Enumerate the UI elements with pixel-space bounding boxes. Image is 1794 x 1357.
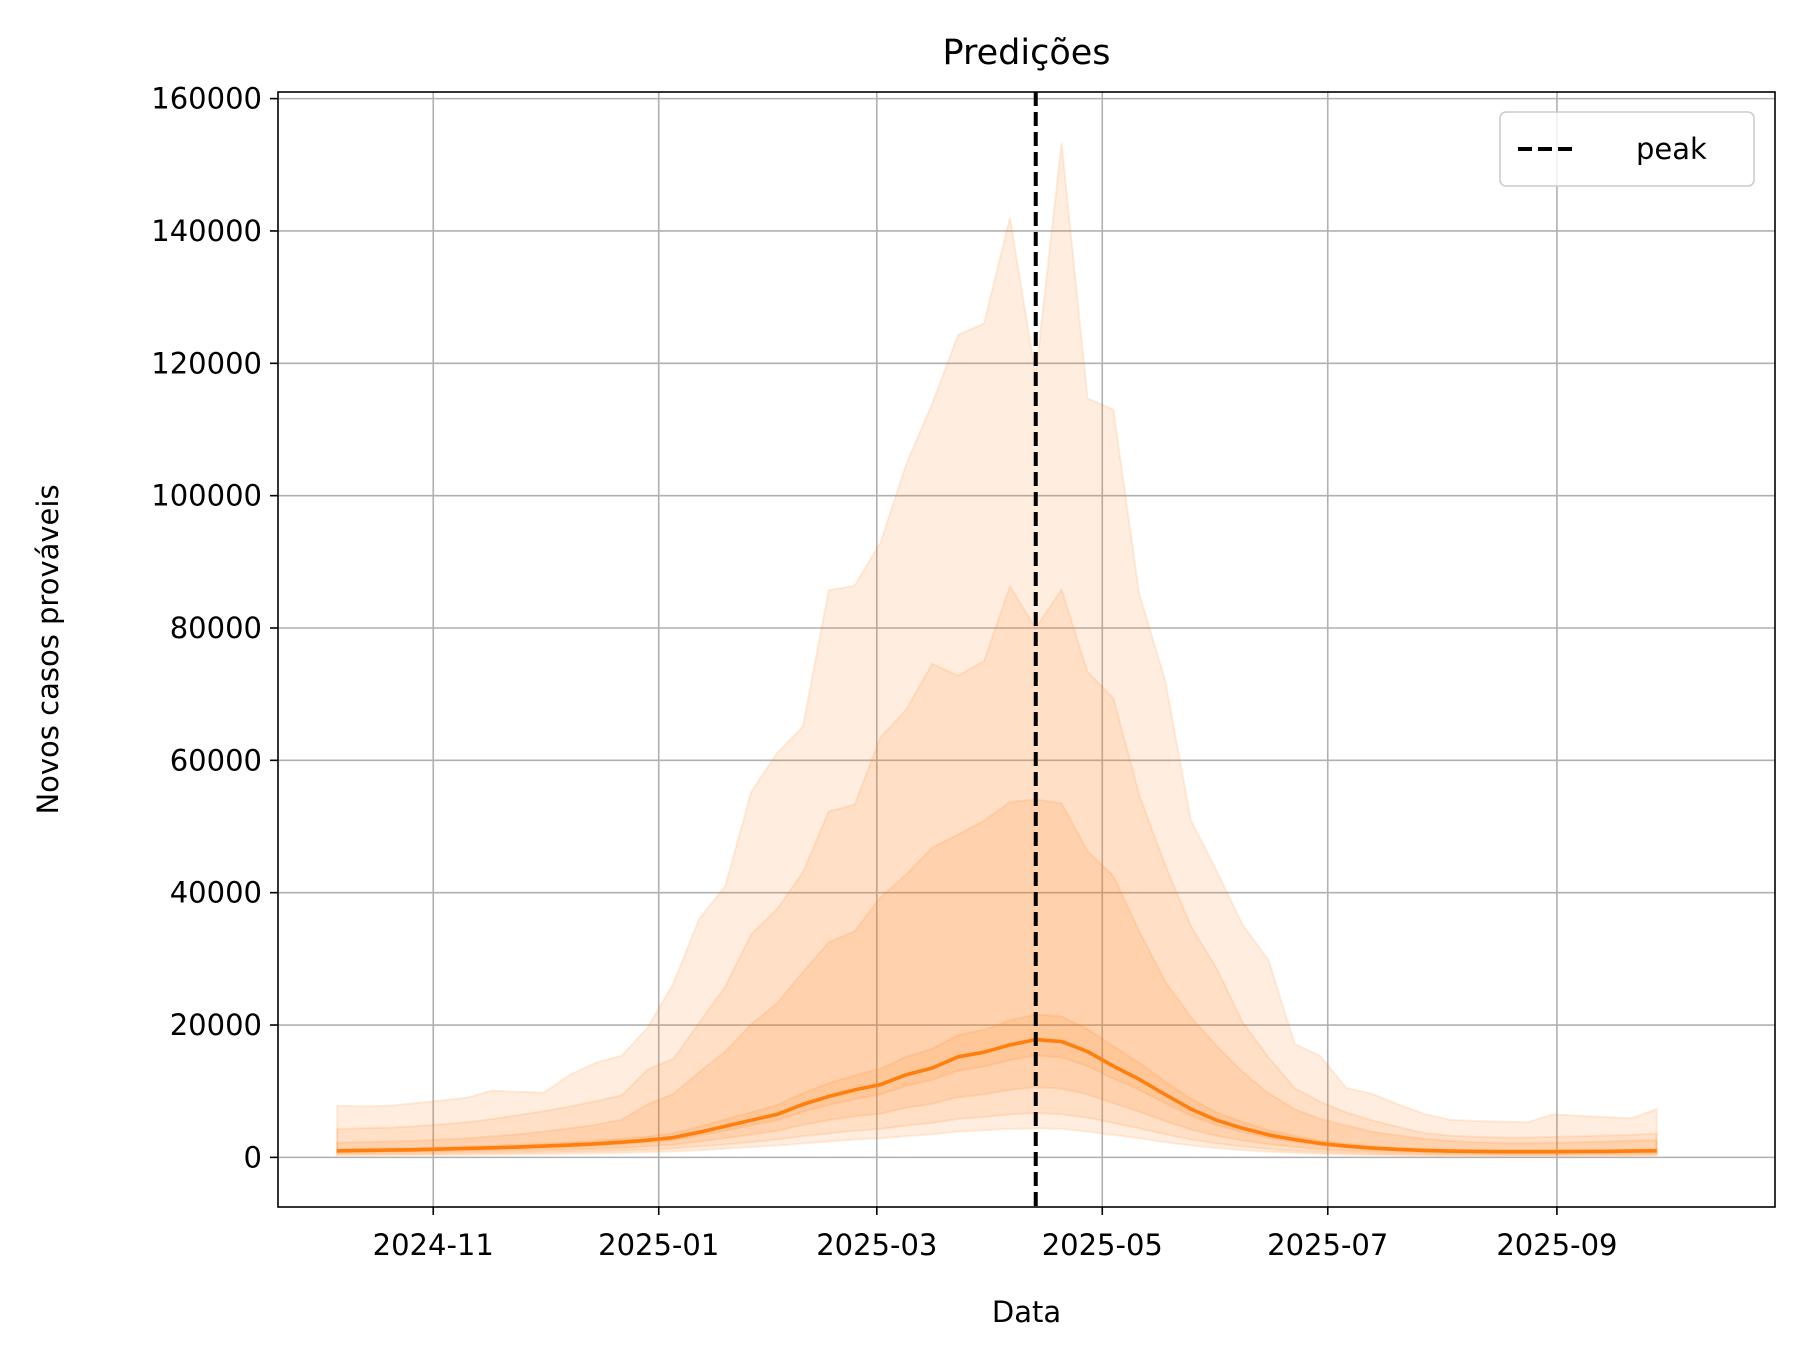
- y-tick-label: 80000: [170, 611, 262, 645]
- median-series: [337, 1037, 1657, 1154]
- y-tick-label: 20000: [170, 1008, 262, 1042]
- y-tick-label: 60000: [170, 743, 262, 777]
- y-tick-label: 40000: [170, 876, 262, 910]
- y-tick-label: 120000: [151, 346, 262, 380]
- band-50: [336, 798, 1658, 1156]
- legend-label-peak: peak: [1636, 132, 1707, 166]
- x-tick-label: 2025-03: [816, 1228, 937, 1262]
- y-tick-label: 100000: [151, 479, 262, 513]
- x-axis-ticks: 2024-11 2025-01 2025-03 2025-05 2025-07 2025-…: [373, 1207, 1618, 1262]
- legend: peak: [1499, 111, 1755, 187]
- y-tick-label: 140000: [151, 214, 262, 248]
- band-80: [336, 583, 1658, 1157]
- y-tick-label: 160000: [151, 82, 262, 116]
- chart-title: Predições: [942, 33, 1110, 73]
- y-axis-ticks: 0 20000 40000 60000 80000 100000 120000 140000 1…: [151, 82, 278, 1174]
- x-axis-label: Data: [992, 1295, 1061, 1329]
- legend-box: [1499, 111, 1755, 187]
- x-tick-label: 2025-01: [598, 1228, 719, 1262]
- y-axis-label: Novos casos prováveis: [31, 484, 65, 814]
- x-tick-label: 2024-11: [373, 1228, 494, 1262]
- y-tick-label: 0: [244, 1140, 262, 1174]
- x-tick-label: 2025-07: [1267, 1228, 1388, 1262]
- grid-lines: [278, 92, 1775, 1207]
- median-line: [337, 1037, 1657, 1154]
- axes-frame: [277, 91, 1776, 1208]
- x-tick-label: 2025-09: [1496, 1228, 1617, 1262]
- x-tick-label: 2025-05: [1042, 1228, 1163, 1262]
- band-95: [336, 142, 1658, 1157]
